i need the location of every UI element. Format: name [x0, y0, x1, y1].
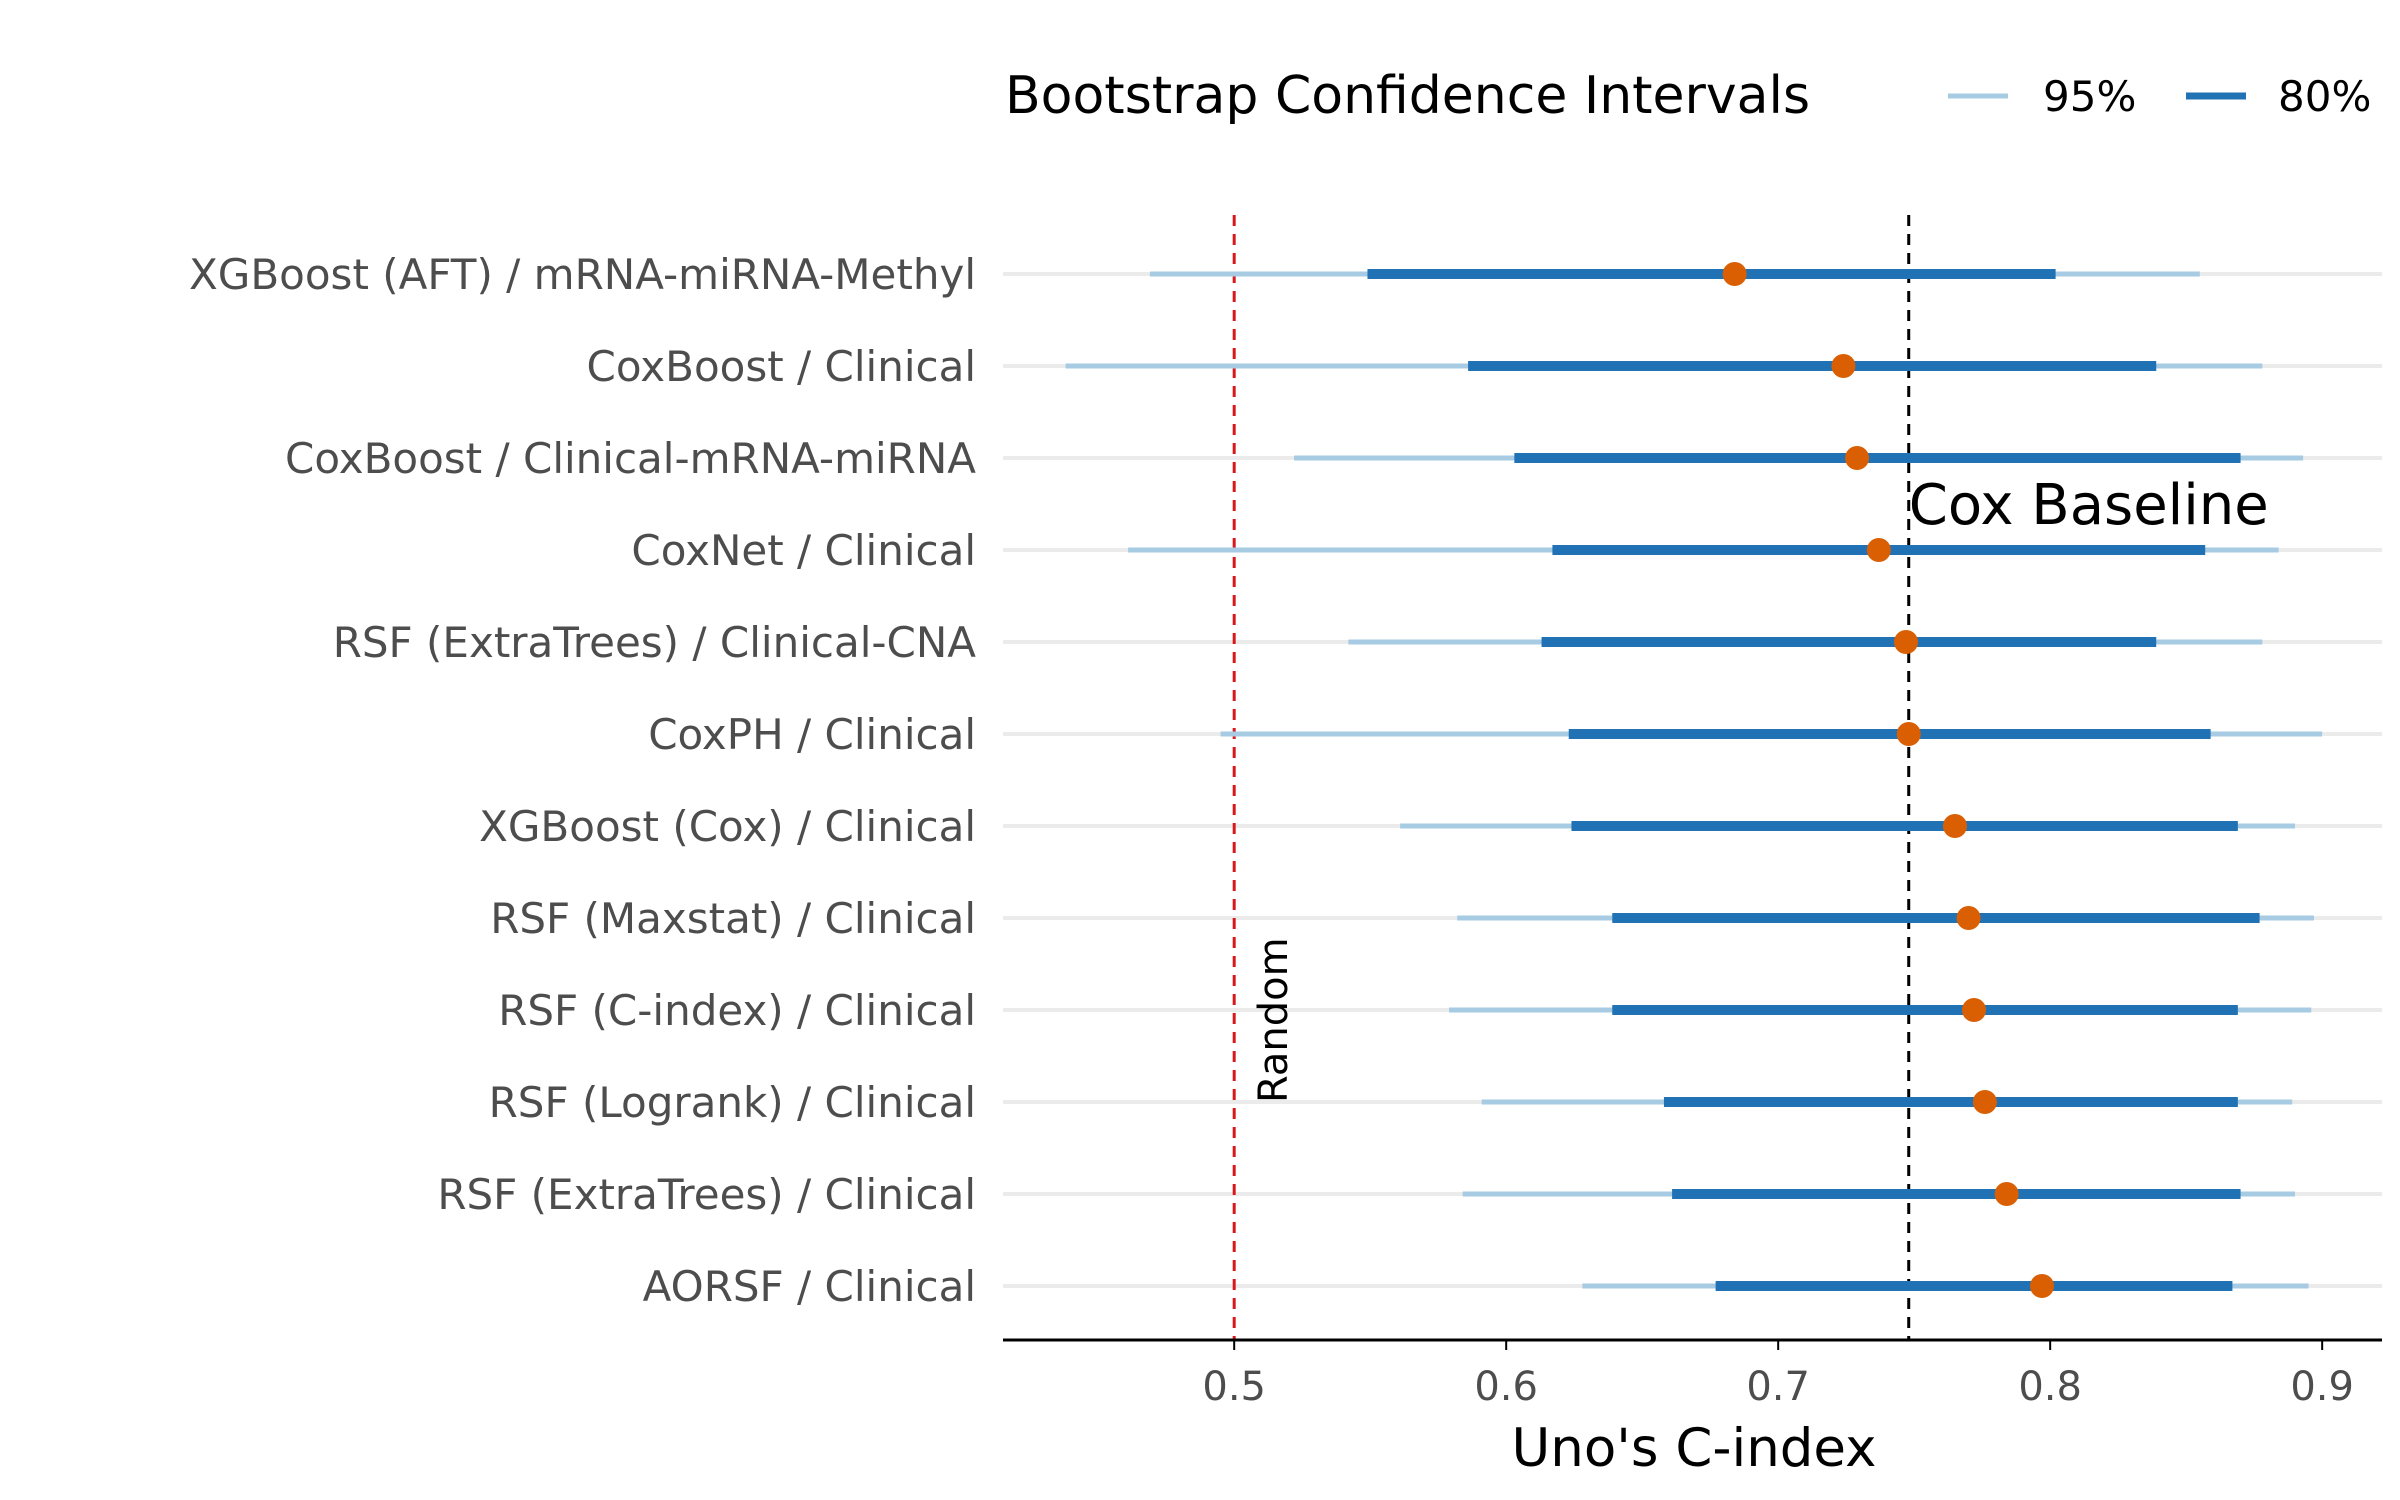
- x-tick-label: 0.5: [1202, 1364, 1266, 1410]
- x-axis-ticks: 0.5 0.6 0.7 0.8 0.9: [1202, 1340, 2354, 1410]
- model-label: RSF (Maxstat) / Clinical: [490, 894, 976, 943]
- model-label: CoxNet / Clinical: [631, 526, 976, 575]
- estimate-points: [1722, 262, 2055, 1298]
- estimate-point: [1972, 1090, 1997, 1114]
- x-tick-label: 0.6: [1474, 1364, 1538, 1410]
- legend-label-80: 80%: [2278, 72, 2371, 121]
- estimate-point: [1962, 998, 1987, 1022]
- x-axis-title: Uno's C-index: [1512, 1418, 1877, 1479]
- estimate-point: [1894, 630, 1919, 654]
- model-label: RSF (ExtraTrees) / Clinical: [437, 1170, 976, 1219]
- y-axis-labels: XGBoost (AFT) / mRNA-miRNA-Methyl CoxBoos…: [189, 250, 976, 1311]
- model-label: CoxBoost / Clinical-mRNA-miRNA: [285, 434, 976, 483]
- estimate-point: [1831, 354, 1856, 378]
- model-label: XGBoost (Cox) / Clinical: [479, 802, 976, 851]
- model-label: AORSF / Clinical: [643, 1262, 976, 1311]
- ci80-bars: [1367, 269, 2260, 1291]
- model-label: RSF (C-index) / Clinical: [498, 986, 976, 1035]
- legend-title: Bootstrap Confidence Intervals: [1005, 66, 1810, 126]
- model-label: CoxPH / Clinical: [648, 710, 976, 759]
- estimate-point: [1896, 722, 1921, 746]
- random-label: Random: [1251, 937, 1297, 1103]
- estimate-point: [1845, 446, 1870, 470]
- gridlines: [1003, 272, 2382, 1288]
- model-label: XGBoost (AFT) / mRNA-miRNA-Methyl: [189, 250, 976, 299]
- model-label: CoxBoost / Clinical: [587, 342, 976, 391]
- legend-label-95: 95%: [2043, 72, 2136, 121]
- model-label: RSF (Logrank) / Clinical: [489, 1078, 976, 1127]
- ci95-bars: [1065, 271, 2323, 1289]
- estimate-point: [1942, 814, 1967, 838]
- reference-lines: Random Cox Baseline: [1232, 215, 2269, 1340]
- estimate-point: [1956, 906, 1981, 930]
- estimate-point: [2030, 1274, 2055, 1298]
- cox-baseline-label: Cox Baseline: [1909, 473, 2269, 538]
- estimate-point: [1994, 1182, 2019, 1206]
- estimate-point: [1722, 262, 1747, 286]
- x-tick-label: 0.7: [1746, 1364, 1810, 1410]
- model-label: RSF (ExtraTrees) / Clinical-CNA: [333, 618, 977, 667]
- x-tick-label: 0.8: [2018, 1364, 2082, 1410]
- legend: Bootstrap Confidence Intervals 95% 80%: [1005, 66, 2371, 126]
- x-tick-label: 0.9: [2290, 1364, 2354, 1410]
- estimate-point: [1866, 538, 1891, 562]
